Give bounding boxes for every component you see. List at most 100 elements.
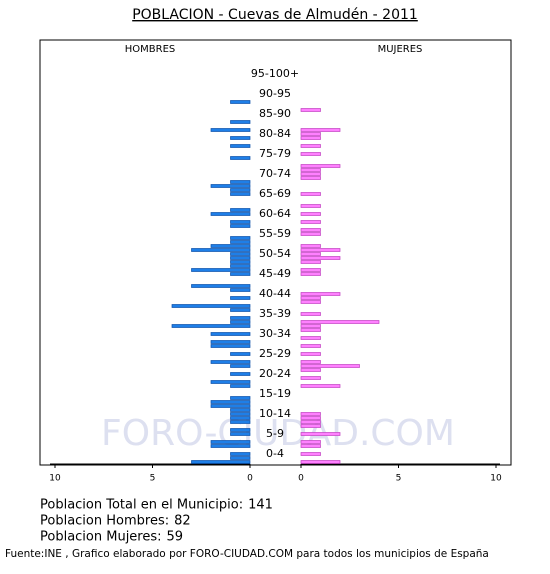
bar [300,228,321,232]
bar [300,144,321,148]
bar [210,184,251,188]
bar [230,352,251,356]
bar [230,236,251,240]
bar [210,128,251,132]
bar [230,288,251,292]
bar [230,144,251,148]
bar [191,248,251,252]
bar [230,412,251,416]
stat-label: Poblacion Hombres: [40,514,169,529]
bar [300,244,321,248]
bar [230,456,251,460]
bar [300,368,321,372]
stat-value: 141 [248,498,273,513]
bar [230,452,251,456]
bar [191,268,251,272]
bar [210,344,251,348]
stat-label: Poblacion Total en el Municipio: [40,498,243,513]
bar [300,336,321,340]
bar [230,396,251,400]
bar [300,416,321,420]
bar [300,152,321,156]
source: Fuente:INE , Grafico elaborado por FORO-… [5,548,489,560]
bar [300,328,321,332]
age-label: 55-59 [259,227,291,240]
x-tick-label: 0 [247,474,253,484]
bar [230,408,251,412]
bar [300,292,341,296]
bar [210,444,251,448]
bar [230,240,251,244]
bar [300,168,321,172]
bar [171,324,251,328]
bar [300,164,341,168]
bar [230,296,251,300]
bar [300,384,341,388]
bar [300,344,321,348]
legend-label: HOMBRES [125,44,176,55]
bar [300,252,321,256]
bar [230,208,251,212]
bar [191,460,251,464]
bar [300,300,321,304]
bar [300,420,321,424]
age-label: 90-95 [259,87,291,100]
age-label: 40-44 [259,287,291,300]
bar [171,304,251,308]
age-label: 65-69 [259,187,291,200]
bar [230,192,251,196]
bar [230,252,251,256]
bar [300,376,321,380]
bar [210,440,251,444]
bar [230,256,251,260]
age-label: 5-9 [266,427,284,440]
age-label: 20-24 [259,367,291,380]
bar [230,120,251,124]
age-label: 15-19 [259,387,291,400]
bar [300,364,360,368]
bar [191,284,251,288]
bar [210,400,251,404]
watermark: FORO-CIUDAD.COM [101,413,455,454]
bar [230,432,251,436]
x-tick-label: 5 [150,474,156,484]
bar [230,220,251,224]
bar [300,256,341,260]
bar [300,108,321,112]
bar [210,360,251,364]
bar [300,424,321,428]
bar [300,296,321,300]
plot-frame [39,39,512,466]
bar [300,212,321,216]
bar [300,260,321,264]
age-label: 45-49 [259,267,291,280]
age-label: 35-39 [259,307,291,320]
bar [230,372,251,376]
bar [300,192,321,196]
bar [230,420,251,424]
age-label: 30-34 [259,327,291,340]
bar [230,384,251,388]
age-label: 0-4 [266,447,284,460]
age-label: 60-64 [259,207,291,220]
age-label: 95-100+ [251,67,299,80]
bar [210,340,251,344]
bar [300,412,321,416]
bar [230,364,251,368]
chart-title: POBLACION - Cuevas de Almudén - 2011 [132,7,418,23]
bar [300,360,321,364]
stat-value: 82 [174,514,191,529]
bar [230,316,251,320]
bar [230,260,251,264]
bar [300,132,321,136]
bar [300,204,321,208]
x-tick-label: 10 [49,474,61,484]
bar [230,224,251,228]
bar [300,220,321,224]
bar [300,432,341,436]
bar [300,272,321,276]
bar [210,332,251,336]
bar [230,308,251,312]
bar [300,452,321,456]
